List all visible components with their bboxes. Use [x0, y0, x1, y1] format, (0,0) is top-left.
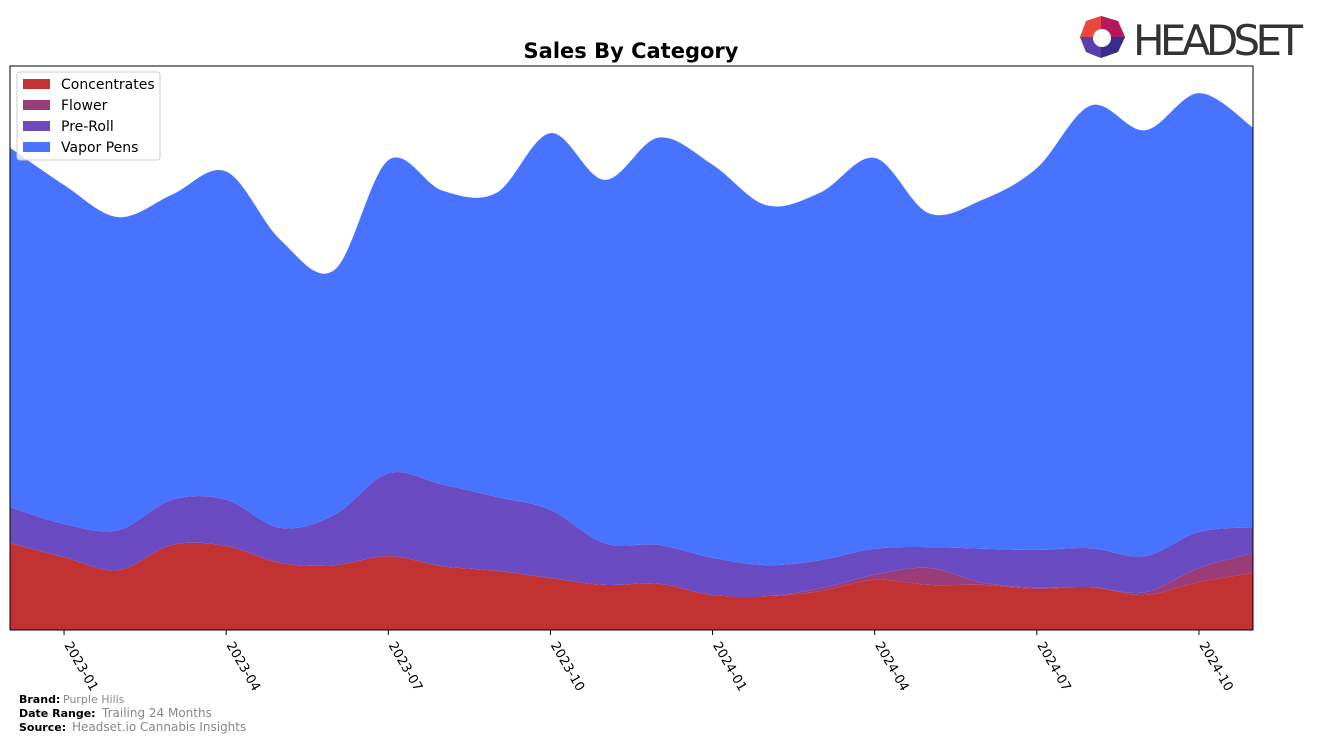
legend-swatch: [23, 142, 50, 152]
footer-label: Brand:: [19, 693, 60, 706]
footer-label: Source:: [19, 721, 66, 734]
footer-label: Date Range:: [19, 707, 96, 720]
legend-swatch: [23, 121, 50, 131]
x-tick-label: 2024-01: [709, 640, 749, 695]
legend-box: [16, 71, 161, 161]
x-tick-label: 2023-04: [223, 640, 263, 695]
area: [10, 542, 1253, 597]
area: [10, 542, 1253, 630]
x-tick-label: 2024-04: [871, 640, 911, 695]
footer-value: Purple Hills: [63, 693, 125, 706]
footer: Brand: Purple Hills Date Range: Trailing…: [19, 693, 246, 734]
x-tick-label: 2024-10: [1195, 640, 1235, 695]
logo-mark: [1093, 29, 1111, 47]
footer-value: Headset.io Cannabis Insights: [72, 720, 246, 734]
x-tick-label: 2023-07: [385, 640, 425, 695]
legend-label: Flower: [61, 98, 108, 114]
plot-frame: [9, 65, 1254, 631]
x-tick-label: 2023-01: [61, 640, 101, 695]
chart-title: Sales By Category: [524, 39, 739, 63]
plot-area: [10, 93, 1253, 630]
legend-label: Vapor Pens: [61, 140, 138, 156]
legend-swatch: [23, 79, 50, 89]
legend-swatch: [23, 100, 50, 110]
area: [10, 472, 1253, 597]
footer-value: Trailing 24 Months: [101, 706, 212, 720]
logo-text: HEADSET: [1133, 16, 1303, 65]
x-axis: 2023-01 2023-04 2023-07 2023-10 2024-01 2024-…: [61, 630, 1236, 694]
area: [10, 93, 1253, 566]
logo: HEADSET: [1080, 16, 1303, 65]
x-tick-label: 2023-10: [547, 640, 587, 695]
legend-label: Concentrates: [61, 77, 155, 93]
x-tick-label: 2024-07: [1033, 640, 1073, 695]
legend-label: Pre-Roll: [61, 119, 114, 135]
legend: Concentrates Flower Pre-Roll Vapor Pens: [16, 71, 161, 161]
